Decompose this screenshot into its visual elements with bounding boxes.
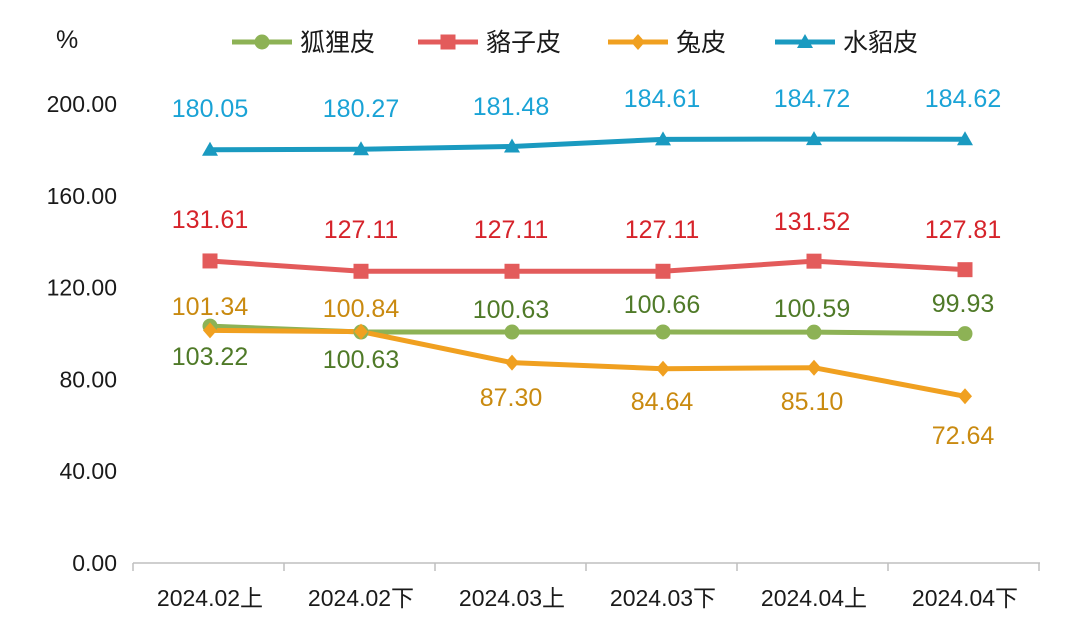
data-labels: 103.22 100.63 100.63 100.66 100.59 99.93 131.6… — [172, 85, 1001, 450]
data-label: 180.27 — [323, 95, 399, 123]
x-tick-label: 2024.04下 — [912, 585, 1018, 611]
x-tick-label: 2024.04上 — [761, 585, 867, 611]
data-point-marker — [957, 326, 973, 342]
data-label: 72.64 — [932, 422, 995, 450]
data-label: 99.93 — [932, 290, 995, 318]
data-label: 100.63 — [323, 346, 399, 374]
data-label: 101.34 — [172, 293, 249, 321]
series-markers — [202, 131, 973, 405]
data-label: 181.48 — [473, 93, 549, 121]
data-label: 84.64 — [631, 388, 694, 416]
data-point-marker — [353, 263, 369, 279]
data-point-marker — [806, 131, 822, 146]
y-tick-label: 200.00 — [47, 91, 117, 117]
data-point-marker — [806, 253, 822, 269]
data-label: 131.61 — [172, 206, 248, 234]
x-tick-label: 2024.03上 — [459, 585, 565, 611]
data-label: 131.52 — [774, 208, 850, 236]
x-tick-label: 2024.02上 — [157, 585, 263, 611]
axes: 200.00 160.00 120.00 80.00 40.00 0.00 2024.02上… — [47, 91, 1040, 611]
y-tick-label: 0.00 — [72, 550, 117, 576]
y-tick-label: 160.00 — [47, 183, 117, 209]
data-point-marker — [504, 138, 520, 153]
series-line — [207, 327, 968, 399]
data-point-marker — [353, 141, 369, 156]
series-line — [207, 136, 968, 153]
data-label: 87.30 — [480, 384, 543, 412]
legend-marker-square — [440, 34, 456, 50]
legend-marker-circle — [254, 34, 270, 50]
y-tick-label: 120.00 — [47, 275, 117, 301]
legend-label: 水貂皮 — [843, 28, 918, 57]
data-point-marker — [655, 263, 671, 279]
legend-label: 貉子皮 — [486, 28, 561, 57]
data-point-marker — [957, 131, 973, 146]
data-label: 85.10 — [781, 388, 844, 416]
legend-label: 兔皮 — [676, 28, 726, 57]
data-point-marker — [807, 359, 821, 376]
series-line — [207, 258, 968, 274]
data-point-marker — [655, 324, 671, 340]
y-axis-unit-label: % — [56, 26, 78, 54]
data-label: 100.84 — [323, 295, 400, 323]
y-tick-label: 80.00 — [59, 366, 117, 392]
data-point-marker — [504, 324, 520, 340]
data-point-marker — [504, 263, 520, 279]
data-label: 100.59 — [774, 295, 850, 323]
legend-marker-triangle — [797, 34, 813, 48]
data-label: 127.11 — [625, 216, 700, 244]
data-label: 127.81 — [925, 216, 1001, 244]
data-label: 103.22 — [172, 343, 248, 371]
data-point-marker — [958, 388, 972, 405]
data-label: 127.11 — [474, 216, 549, 244]
x-tick-label: 2024.02下 — [308, 585, 414, 611]
data-point-marker — [655, 131, 671, 146]
data-label: 184.61 — [624, 85, 700, 113]
data-point-marker — [202, 141, 218, 156]
data-point-marker — [957, 262, 973, 278]
data-point-marker — [354, 323, 368, 340]
data-point-marker — [505, 354, 519, 371]
legend-label: 狐狸皮 — [300, 28, 375, 57]
data-label: 184.72 — [774, 85, 850, 113]
y-tick-label: 40.00 — [59, 458, 117, 484]
data-point-marker — [202, 253, 218, 269]
series-lines — [207, 136, 968, 399]
data-point-marker — [656, 360, 670, 377]
data-point-marker — [806, 324, 822, 340]
legend-marker-diamond — [631, 34, 645, 50]
data-point-marker — [203, 322, 217, 339]
data-label: 100.63 — [473, 296, 549, 324]
data-label: 180.05 — [172, 95, 248, 123]
data-label: 127.11 — [324, 216, 399, 244]
data-label: 100.66 — [624, 291, 700, 319]
x-tick-label: 2024.03下 — [610, 585, 716, 611]
legend: 狐狸皮 貉子皮 兔皮 水貂皮 — [232, 28, 918, 57]
data-label: 184.62 — [925, 85, 1001, 113]
